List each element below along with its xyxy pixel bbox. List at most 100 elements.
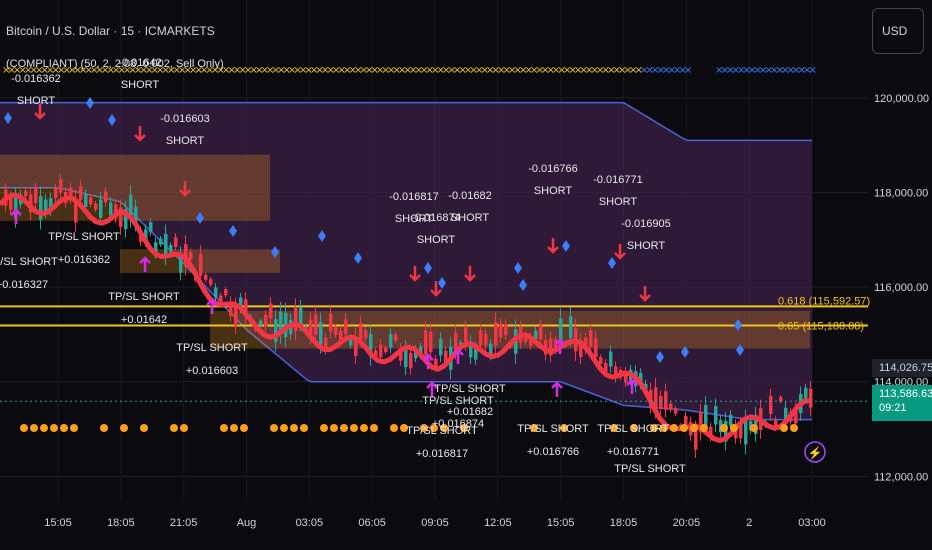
currency-button-label: USD [882, 24, 908, 38]
candle-body [559, 318, 563, 343]
x-mark: × [721, 65, 729, 76]
exit-value: +0.01682 [447, 406, 493, 418]
price-tick: 120,000.00 [874, 93, 929, 105]
candle-body [664, 391, 668, 410]
x-mark: × [737, 65, 745, 76]
candle-body [729, 414, 733, 427]
x-mark: × [305, 65, 313, 76]
candle-body [584, 337, 588, 350]
exit-value: +0.016327 [0, 279, 48, 291]
lightning-icon[interactable] [804, 441, 826, 463]
candle-body [389, 333, 393, 348]
x-mark: × [338, 65, 346, 76]
x-mark: × [748, 65, 756, 76]
high-price-badge: 114,026.75 [872, 359, 932, 377]
candle-body [319, 321, 323, 345]
candle-body [329, 313, 333, 332]
short-arrow [464, 266, 476, 282]
exit-label: TP/SL SHORT [0, 256, 58, 268]
candle-body [269, 303, 273, 319]
x-mark: × [288, 65, 296, 76]
x-mark: × [123, 65, 131, 76]
x-mark: × [57, 65, 65, 76]
x-mark: × [354, 65, 362, 76]
candle-body [674, 408, 678, 414]
x-mark: × [382, 65, 390, 76]
x-mark: × [222, 65, 230, 76]
candle-body [189, 251, 193, 260]
x-mark: × [759, 65, 767, 76]
signal-diamond [424, 262, 432, 274]
signal-diamond [4, 112, 12, 124]
x-mark: × [781, 65, 789, 76]
x-mark: × [228, 65, 236, 76]
orange-dot [240, 424, 248, 432]
orange-dot [20, 424, 28, 432]
candle-body [379, 344, 383, 358]
candle-body [624, 371, 628, 383]
signal-diamond [656, 351, 664, 363]
x-mark: × [151, 65, 159, 76]
x-mark: × [189, 65, 197, 76]
signal-diamond [734, 319, 742, 331]
candle-body [774, 419, 778, 428]
exit-arrow [426, 381, 438, 397]
candle-body [709, 426, 713, 438]
exit-label: TP/SL SHORT [422, 395, 494, 407]
x-mark: × [277, 65, 285, 76]
x-mark: × [35, 65, 43, 76]
candle-body [164, 233, 168, 257]
exit-label: TP/SL SHORT [108, 291, 180, 303]
x-mark: × [470, 65, 478, 76]
x-mark: × [437, 65, 445, 76]
indicator-legend[interactable]: (COMPLIANT) (50, 2, 2.08, 0.002, Sell On… [6, 58, 224, 70]
x-mark: × [486, 65, 494, 76]
x-mark: × [360, 65, 368, 76]
x-mark: × [541, 65, 549, 76]
x-mark: × [239, 65, 247, 76]
price-tick: 116,000.00 [874, 282, 928, 294]
candle-body [589, 330, 593, 348]
orange-dot [370, 424, 378, 432]
x-mark: × [266, 65, 274, 76]
candle-body [434, 358, 438, 368]
orange-dot [460, 424, 468, 432]
x-mark: × [618, 65, 626, 76]
x-mark: × [184, 65, 192, 76]
x-mark: × [41, 65, 49, 76]
x-mark: × [492, 65, 500, 76]
currency-button[interactable]: USD [872, 8, 924, 54]
candle-body [104, 191, 108, 203]
short-signal-label: SHORT [627, 240, 666, 252]
x-mark: × [684, 65, 692, 76]
orange-dot [790, 424, 798, 432]
exit-arrow [206, 298, 218, 314]
signal-diamond [514, 262, 522, 274]
x-mark: × [629, 65, 637, 76]
candle-body [359, 322, 363, 340]
x-mark: × [74, 65, 82, 76]
orange-dot [610, 424, 618, 432]
orange-dot [730, 424, 738, 432]
x-mark: × [530, 65, 538, 76]
candle-body [149, 222, 153, 232]
orange-dot [400, 424, 408, 432]
candle-body [639, 372, 643, 385]
x-mark: × [156, 65, 164, 76]
candle-body [299, 307, 303, 325]
candle-body [534, 330, 538, 340]
candle-body [659, 395, 663, 409]
orange-dot [690, 424, 698, 432]
short-signal-value: -0.016603 [160, 113, 210, 125]
candle-body [369, 333, 373, 357]
time-tick: Aug [237, 517, 257, 529]
x-mark: × [332, 65, 340, 76]
orange-dot [430, 424, 438, 432]
exit-value: +0.016603 [186, 365, 238, 377]
orange-dot [660, 424, 668, 432]
candle-body [199, 253, 203, 276]
candle-body [259, 320, 263, 326]
candle-body [59, 179, 63, 193]
x-mark: × [398, 65, 406, 76]
